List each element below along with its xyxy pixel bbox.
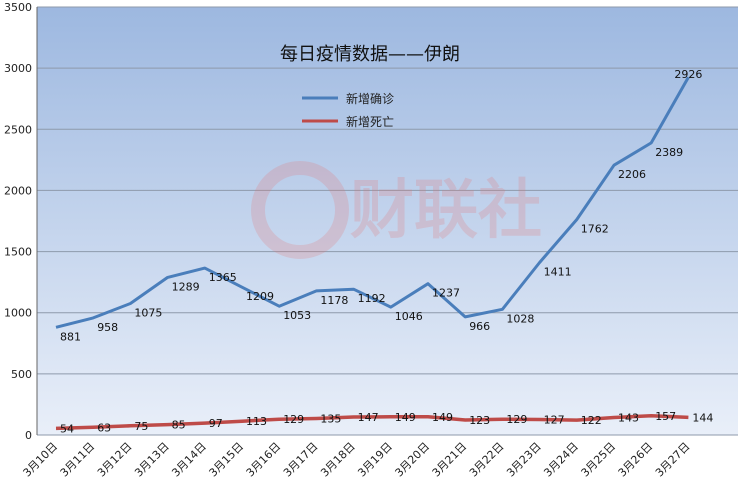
data-label-confirmed: 2926: [674, 68, 702, 81]
data-label-deaths: 143: [618, 412, 639, 425]
data-label-deaths: 144: [692, 411, 713, 424]
data-label-confirmed: 1762: [581, 223, 609, 236]
y-tick-label: 2500: [4, 123, 32, 136]
x-tick-label: 3月22日: [467, 440, 507, 480]
data-label-deaths: 157: [655, 410, 676, 423]
series-line-deaths: [55, 414, 689, 431]
plot-background: [37, 7, 738, 435]
data-label-deaths: 85: [172, 419, 186, 432]
data-label-deaths: 122: [581, 414, 602, 427]
data-label-deaths: 149: [432, 411, 453, 424]
y-tick-label: 1000: [4, 307, 32, 320]
y-tick-label: 0: [25, 429, 32, 442]
x-tick-label: 3月16日: [244, 440, 284, 480]
x-tick-label: 3月13日: [132, 440, 172, 480]
data-label-confirmed: 1237: [432, 287, 460, 300]
y-tick-label: 2000: [4, 184, 32, 197]
data-label-deaths: 123: [469, 414, 490, 427]
data-label-deaths: 54: [60, 422, 74, 435]
y-tick-label: 3000: [4, 62, 32, 75]
data-label-confirmed: 1028: [506, 312, 534, 325]
data-label-deaths: 129: [283, 413, 304, 426]
x-tick-label: 3月10日: [21, 440, 61, 480]
x-tick-label: 3月26日: [616, 440, 656, 480]
data-label-deaths: 135: [320, 412, 341, 425]
x-tick-label: 3月15日: [207, 440, 247, 480]
data-label-confirmed: 1365: [209, 271, 237, 284]
y-tick-label: 3500: [4, 1, 32, 14]
y-axis: 0 500 1000 1500 2000 2500 3000 3500: [4, 1, 38, 442]
x-tick-label: 3月11日: [58, 440, 98, 480]
x-tick-label: 3月17日: [281, 440, 321, 480]
legend-label-deaths: 新增死亡: [346, 114, 394, 129]
x-tick-label: 3月25日: [579, 440, 619, 480]
x-tick-label: 3月14日: [169, 440, 209, 480]
data-label-confirmed: 1075: [134, 307, 162, 320]
data-label-confirmed: 1046: [395, 310, 423, 323]
data-label-confirmed: 1178: [320, 294, 348, 307]
x-tick-label: 3月23日: [504, 440, 544, 480]
data-label-deaths: 75: [134, 420, 148, 433]
data-label-confirmed: 881: [60, 330, 81, 343]
x-tick-label: 3月24日: [541, 440, 581, 480]
data-label-confirmed: 1411: [544, 265, 572, 278]
x-tick-label: 3月20日: [393, 440, 433, 480]
data-label-confirmed: 2206: [618, 168, 646, 181]
legend-label-confirmed: 新增确诊: [346, 91, 394, 106]
gridlines: [37, 6, 738, 436]
legend: 新增确诊 新增死亡: [302, 91, 394, 129]
x-tick-label: 3月19日: [355, 440, 395, 480]
watermark-logo-icon: [251, 161, 349, 259]
data-label-confirmed: 958: [97, 321, 118, 334]
y-tick-label: 1500: [4, 246, 32, 259]
x-tick-label: 3月27日: [653, 440, 693, 480]
data-label-deaths: 63: [97, 421, 111, 434]
data-label-deaths: 129: [506, 413, 527, 426]
data-label-confirmed: 1289: [172, 280, 200, 293]
data-label-confirmed: 966: [469, 320, 490, 333]
data-label-deaths: 97: [209, 417, 223, 430]
data-label-confirmed: 1053: [283, 309, 311, 322]
x-tick-label: 3月18日: [318, 440, 358, 480]
data-label-confirmed: 2389: [655, 146, 683, 159]
x-axis: 3月10日3月11日3月12日3月13日3月14日3月15日3月16日3月17日…: [21, 440, 693, 480]
data-label-deaths: 147: [358, 411, 379, 424]
series-line-confirmed: [55, 76, 690, 329]
data-label-confirmed: 1209: [246, 290, 274, 303]
data-labels: 881 958 1075 1289 1365 1209 1053 1178 1192 1046 12…: [60, 68, 713, 435]
y-tick-label: 500: [11, 368, 32, 381]
x-tick-label: 3月12日: [95, 440, 135, 480]
series-lines: [55, 76, 690, 431]
watermark-text: 财联社: [350, 174, 542, 248]
x-tick-label: 3月21日: [430, 440, 470, 480]
data-label-confirmed: 1192: [358, 292, 386, 305]
chart-title: 每日疫情数据——伊朗: [280, 44, 460, 65]
data-label-deaths: 113: [246, 415, 267, 428]
data-label-deaths: 127: [544, 413, 565, 426]
data-label-deaths: 149: [395, 411, 416, 424]
watermark: 财联社: [251, 161, 542, 259]
